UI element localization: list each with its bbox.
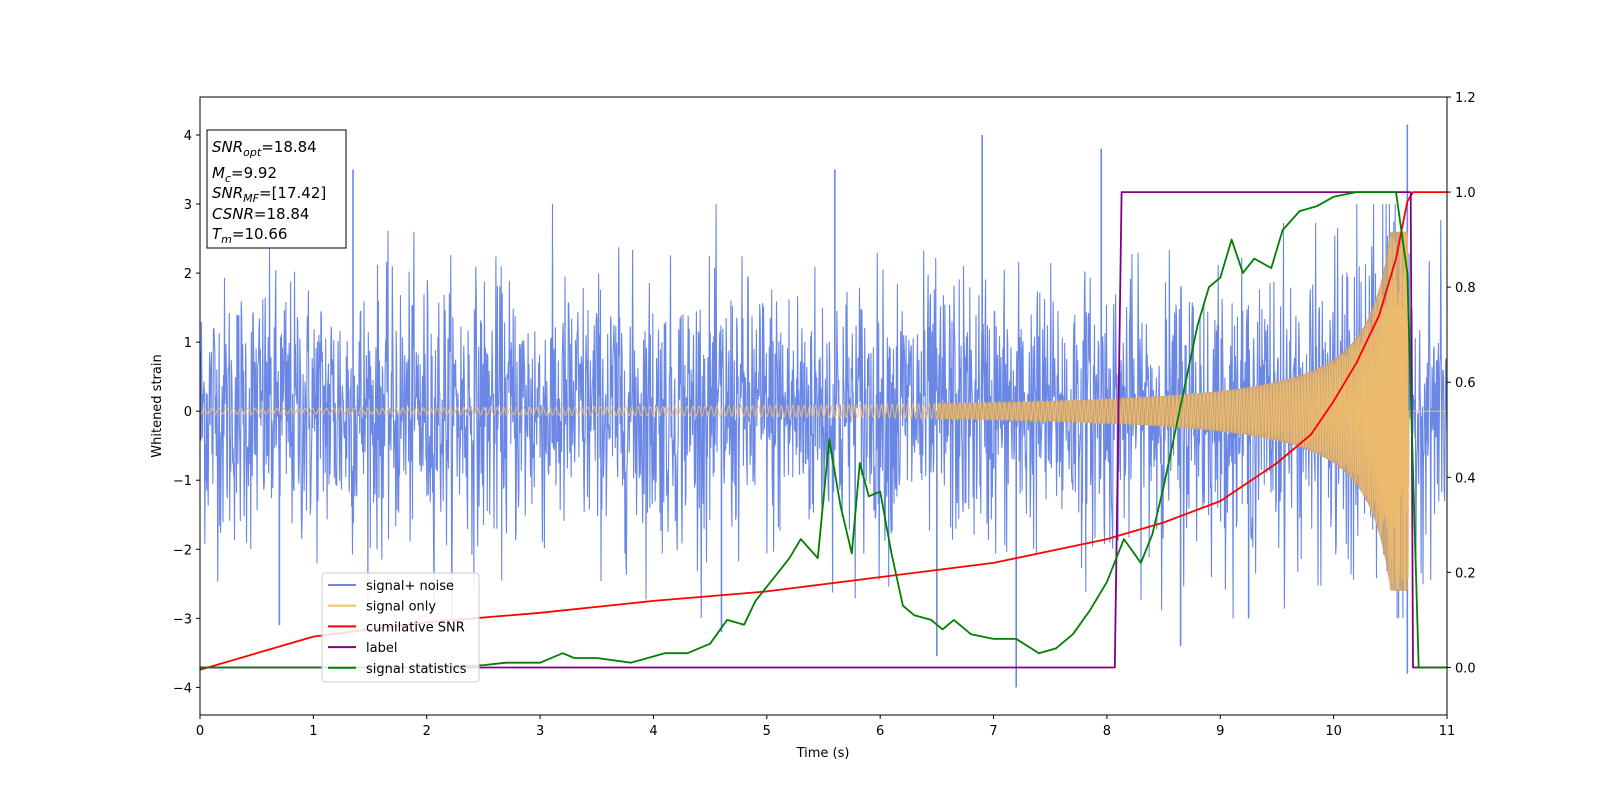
x-tick-label: 5 xyxy=(763,724,771,739)
y2-tick-label: 0.6 xyxy=(1455,376,1476,391)
x-axis-label: Time (s) xyxy=(796,746,850,761)
x-tick-label: 9 xyxy=(1216,724,1224,739)
annotation-line: Tm=10.66 xyxy=(212,225,287,246)
annotation-frame xyxy=(206,129,347,249)
legend-frame xyxy=(321,572,480,683)
y-axis-right: 0.0 0.2 0.4 0.6 0.8 1.0 1.2 xyxy=(1447,91,1476,676)
signal-statistics-line xyxy=(200,191,1447,669)
y-tick-label: −3 xyxy=(173,612,192,627)
x-tick-label: 7 xyxy=(989,724,997,739)
annotation-line: SNRopt=18.84 xyxy=(212,138,317,159)
x-tick-label: 2 xyxy=(423,724,431,739)
y-tick-label: 3 xyxy=(184,198,192,213)
annotation-line: CSNR=18.84 xyxy=(212,205,309,223)
signal-envelope xyxy=(936,231,1409,591)
stats-annotation-box: SNRopt=18.84 Mc=9.92SNRMF=[17.42]CSNR=18.… xyxy=(206,129,347,249)
y-axis-left: −4 −3 −2 −1 0 1 2 3 4 xyxy=(173,129,200,696)
x-tick-label: 4 xyxy=(649,724,657,739)
signal-only-series xyxy=(200,231,1447,591)
annotation-line: Mc=9.92 xyxy=(212,164,277,185)
legend: signal+ noise signal only cumilative SNR la… xyxy=(321,572,480,683)
y2-tick-label: 0.0 xyxy=(1455,661,1476,676)
y-axis-label: Whitened strain xyxy=(150,354,165,457)
x-tick-label: 8 xyxy=(1103,724,1111,739)
y-tick-label: 0 xyxy=(184,405,192,420)
x-tick-label: 0 xyxy=(196,724,204,739)
legend-label: signal only xyxy=(366,600,436,615)
y-tick-label: 4 xyxy=(184,129,192,144)
x-tick-label: 11 xyxy=(1439,724,1456,739)
annotation-line: SNRMF=[17.42] xyxy=(212,184,326,205)
y2-tick-label: 1.2 xyxy=(1455,91,1476,106)
right-axis-series xyxy=(200,191,1447,671)
plot-frame xyxy=(199,96,1448,716)
y-tick-label: −4 xyxy=(173,681,192,696)
x-axis: 0 1 2 3 4 5 6 7 8 9 10 11 xyxy=(196,715,1455,739)
y-tick-label: 2 xyxy=(184,267,192,282)
y-tick-label: −2 xyxy=(173,543,192,558)
signal-noise-line xyxy=(200,203,1447,619)
y-tick-label: −1 xyxy=(173,474,192,489)
y2-tick-label: 0.2 xyxy=(1455,566,1476,581)
legend-label: label xyxy=(366,641,397,656)
legend-label: signal statistics xyxy=(366,662,467,677)
x-tick-label: 10 xyxy=(1325,724,1342,739)
x-tick-label: 3 xyxy=(536,724,544,739)
signal-only-line xyxy=(200,231,1447,591)
cumulative-snr-line xyxy=(200,191,1447,671)
y2-tick-label: 1.0 xyxy=(1455,186,1476,201)
legend-label: signal+ noise xyxy=(366,579,454,594)
y2-tick-label: 0.8 xyxy=(1455,281,1476,296)
x-tick-label: 1 xyxy=(309,724,317,739)
y-tick-label: 1 xyxy=(184,336,192,351)
y2-tick-label: 0.4 xyxy=(1455,471,1476,486)
x-tick-label: 6 xyxy=(876,724,884,739)
legend-label: cumilative SNR xyxy=(366,620,465,635)
